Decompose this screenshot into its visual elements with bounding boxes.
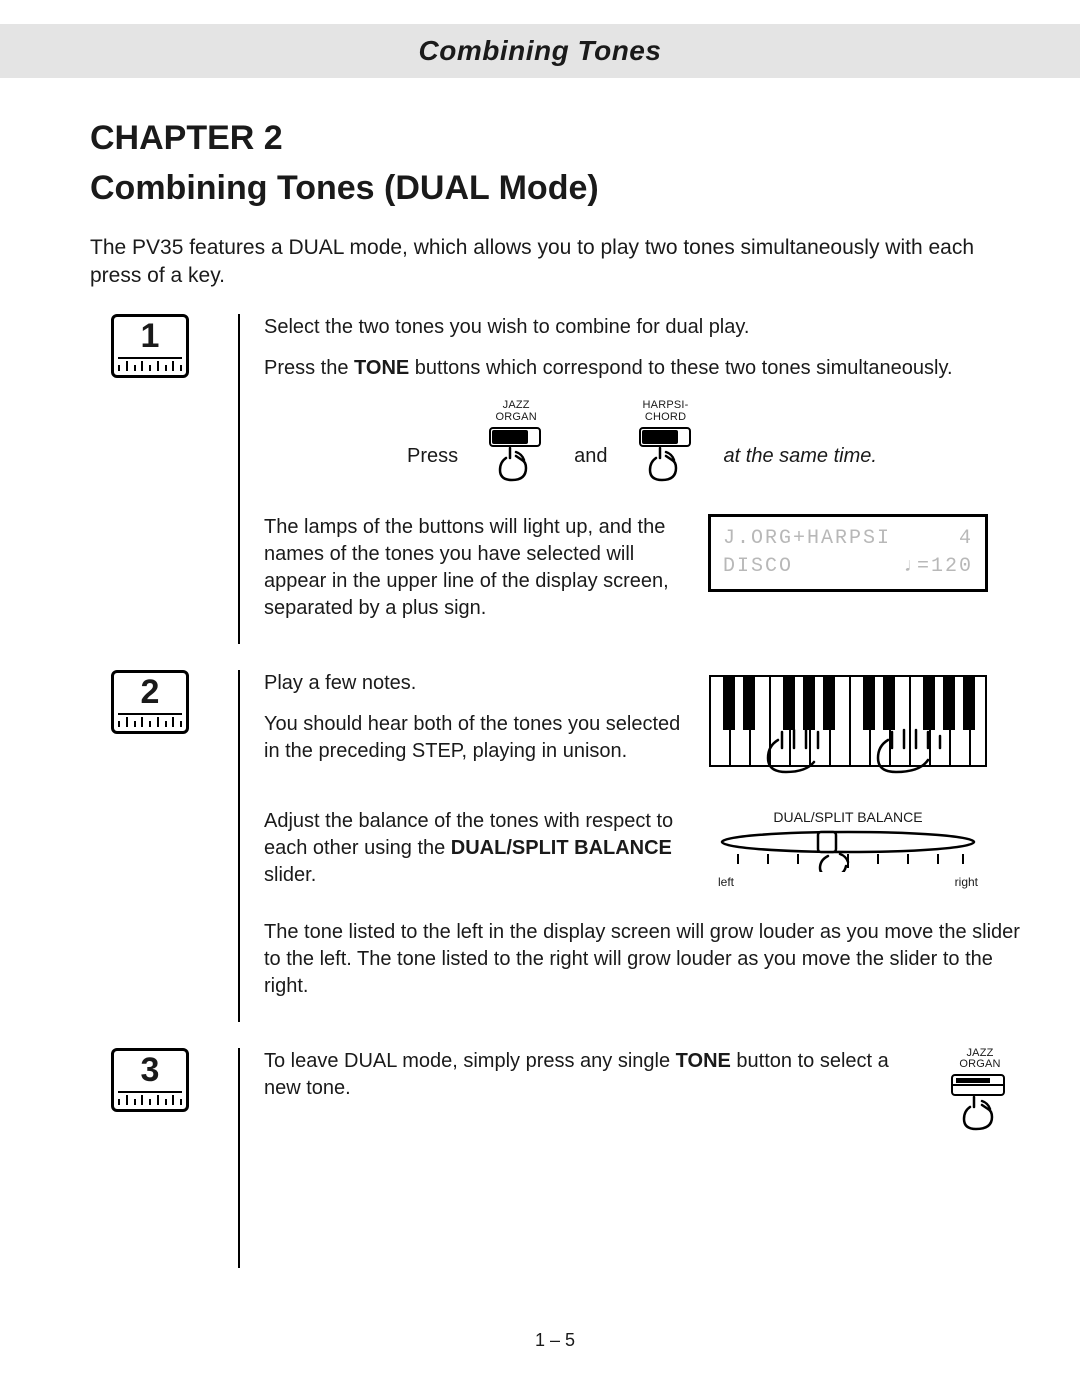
slider-icon: [718, 830, 978, 872]
step-3-number: 3: [141, 1053, 160, 1087]
step-1-lamp-row: The lamps of the buttons will light up, …: [264, 514, 1020, 636]
tone-button-jazz-organ: JAZZ ORGAN: [486, 400, 546, 487]
lcd-line1-right: 4: [959, 525, 973, 553]
lamp-text: The lamps of the buttons will light up, …: [264, 514, 684, 622]
step-2-line2: You should hear both of the tones you se…: [264, 711, 684, 765]
step-1-badge: 1: [111, 314, 189, 378]
step-3-body: To leave DUAL mode, simply press any sin…: [238, 1048, 1020, 1268]
page-number: 1 – 5: [90, 1328, 1020, 1352]
press-label: Press: [407, 443, 458, 488]
step-2: 2 Play a few notes. You should hear both…: [90, 670, 1020, 1022]
step-2-body: Play a few notes. You should hear both o…: [238, 670, 1020, 1022]
step-3-text: To leave DUAL mode, simply press any sin…: [264, 1048, 920, 1102]
step-1-badge-col: 1: [90, 314, 210, 643]
press-hand-icon: [948, 1073, 1012, 1139]
step-1-line2: Press the TONE buttons which correspond …: [264, 355, 1020, 382]
balance-right-label: right: [955, 874, 978, 890]
balance-left-label: left: [718, 874, 734, 890]
step-2-number: 2: [141, 675, 160, 709]
and-label: and: [574, 443, 607, 488]
lcd-display: J.ORG+HARPSI 4 DISCO ♩=120: [708, 514, 988, 592]
intro-paragraph: The PV35 features a DUAL mode, which all…: [90, 234, 1020, 291]
press-hand-icon: [636, 426, 696, 488]
balance-text: Adjust the balance of the tones with res…: [264, 808, 684, 889]
tone-button-label: JAZZ ORGAN: [959, 1048, 1000, 1071]
step-2-line1: Play a few notes.: [264, 670, 684, 697]
section-header: Combining Tones: [0, 24, 1080, 78]
step-3-badge-col: 3: [90, 1048, 210, 1268]
keyboard-hand-figure: [708, 670, 988, 788]
step-3: 3 To leave DUAL mode, simply press any s…: [90, 1048, 1020, 1268]
step-2-play-row: Play a few notes. You should hear both o…: [264, 670, 1020, 788]
step-2-badge-col: 2: [90, 670, 210, 1022]
press-hand-icon: [486, 426, 546, 488]
chapter-title: Combining Tones (DUAL Mode): [90, 166, 1020, 212]
step-3-badge: 3: [111, 1048, 189, 1112]
balance-caption: DUAL/SPLIT BALANCE: [773, 808, 922, 827]
ruler-icon: [118, 1091, 182, 1105]
lcd-line1-left: J.ORG+HARPSI: [723, 525, 891, 553]
ruler-icon: [118, 713, 182, 727]
ruler-icon: [118, 357, 182, 371]
step-2-balance-row: Adjust the balance of the tones with res…: [264, 808, 1020, 903]
tone-button-harpsichord: HARPSI- CHORD: [636, 400, 696, 487]
step-2-badge: 2: [111, 670, 189, 734]
balance-slider-figure: DUAL/SPLIT BALANCE left: [708, 808, 988, 891]
step-1: 1 Select the two tones you wish to combi…: [90, 314, 1020, 643]
tone-button-label: HARPSI- CHORD: [643, 400, 689, 423]
press-diagram: Press JAZZ ORGAN and HARPSI- CHORD: [264, 400, 1020, 487]
section-header-title: Combining Tones: [419, 32, 662, 70]
tone-button-jazz-organ-single: JAZZ ORGAN: [940, 1048, 1020, 1139]
chapter-label: CHAPTER 2: [90, 116, 1020, 162]
lcd-line2-right: ♩=120: [903, 553, 973, 581]
step-1-line1: Select the two tones you wish to combine…: [264, 314, 1020, 341]
same-time-label: at the same time.: [724, 443, 877, 488]
step-1-body: Select the two tones you wish to combine…: [238, 314, 1020, 643]
step-1-number: 1: [141, 319, 160, 353]
tone-button-label: JAZZ ORGAN: [496, 400, 537, 423]
page-content: CHAPTER 2 Combining Tones (DUAL Mode) Th…: [0, 116, 1080, 1392]
lcd-line2-left: DISCO: [723, 553, 793, 581]
slider-explain: The tone listed to the left in the displ…: [264, 919, 1020, 1000]
keyboard-icon: [708, 670, 988, 780]
